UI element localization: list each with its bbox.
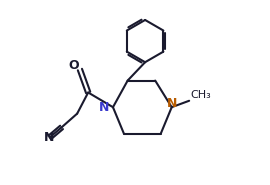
Text: N: N xyxy=(44,131,55,144)
Text: N: N xyxy=(167,97,177,110)
Text: N: N xyxy=(99,101,109,114)
Text: O: O xyxy=(68,59,79,72)
Text: CH₃: CH₃ xyxy=(190,90,211,100)
